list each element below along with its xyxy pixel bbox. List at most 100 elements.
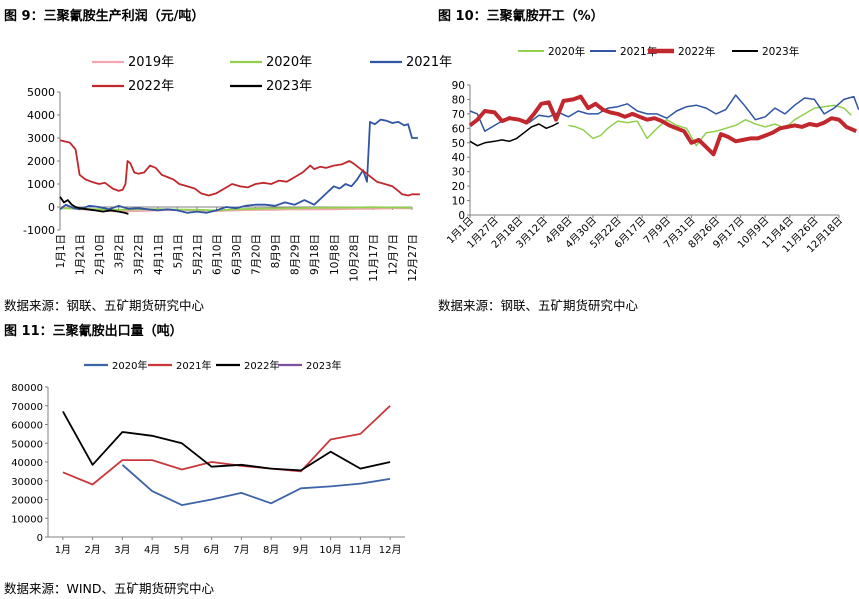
profit-x-tick-label: 1月1日 [55, 234, 67, 268]
profit-legend-label: 2021年 [406, 55, 452, 70]
profit-legend-label: 2020年 [266, 55, 312, 70]
profit-y-tick-label: 0 [48, 201, 55, 214]
rate-y-tick-label: 20 [452, 181, 465, 193]
profit-x-tick-label: 10月8日 [329, 234, 341, 275]
export-legend-item: 2022年 [216, 359, 279, 372]
export-x-tick-label: 11月 [349, 544, 372, 556]
rate-series-line-2022年 [468, 94, 858, 157]
export-series-line-2020年 [121, 464, 391, 507]
profit-x-tick-label: 5月1日 [172, 234, 184, 268]
profit-y-tick-label: -1000 [23, 224, 55, 237]
export-y-tick-label: 70000 [11, 402, 43, 413]
profit-chart: -1000 0 1000 2000 3000 4000 5000 1月1日 1月21日 2月10日… [23, 55, 452, 282]
rate-y-tick-label: 10 [452, 196, 465, 208]
profit-x-tick-label: 6月10日 [211, 234, 223, 275]
export-x-tick-label: 3月 [114, 544, 130, 556]
profit-x-tick-label: 8月9日 [270, 234, 282, 268]
rate-series-line-2023年 [469, 121, 559, 147]
export-y-tick-label: 60000 [11, 421, 43, 432]
export-x-tick-label: 4月 [144, 544, 160, 556]
export-x-tick-label: 8月 [263, 544, 279, 556]
profit-x-tick-label: 8月29日 [290, 234, 302, 275]
rate-legend-label: 2020年 [548, 45, 585, 58]
profit-y-tick-label: 3000 [27, 132, 55, 145]
export-legend-label: 2022年 [244, 359, 279, 372]
rate-legend-item: 2023年 [732, 45, 799, 58]
export-x-tick-label: 1月 [55, 544, 71, 556]
panel3-source: 数据来源：WIND、五矿期货研究中心 [4, 581, 215, 596]
profit-legend-item: 2022年 [92, 79, 174, 94]
export-volume-chart: 0 10000 20000 30000 40000 50000 60000 70000 8000… [11, 359, 405, 556]
export-legend-item: 2020年 [84, 359, 147, 372]
profit-x-tick-label: 6月30日 [231, 234, 243, 275]
profit-x-tick-label: 12月27日 [407, 234, 419, 282]
panel1-title: 图 9：三聚氰胺生产利润（元/吨） [4, 9, 205, 24]
export-legend-item: 2021年 [148, 359, 211, 372]
profit-x-tick-label: 10月28日 [348, 234, 360, 282]
export-y-tick-label: 30000 [11, 477, 43, 488]
rate-legend-item: 2022年 [648, 45, 715, 58]
rate-y-tick-label: 50 [452, 138, 465, 150]
rate-y-tick-label: 40 [452, 152, 465, 164]
profit-series-line-2022年 [59, 139, 420, 197]
profit-x-tick-label: 3月2日 [114, 234, 126, 268]
export-y-tick-label: 10000 [11, 514, 43, 525]
profit-y-tick-label: 4000 [27, 109, 55, 122]
export-y-tick-label: 40000 [11, 458, 43, 469]
panel1-source: 数据来源：钢联、五矿期货研究中心 [4, 298, 205, 313]
export-series-line-2022年 [62, 410, 391, 472]
rate-y-tick-label: 0 [458, 210, 465, 222]
profit-x-tick-label: 12月7日 [387, 234, 399, 275]
profit-legend-item: 2021年 [370, 55, 452, 70]
export-legend-label: 2023年 [306, 359, 341, 372]
profit-x-tick-label: 4月11日 [153, 234, 165, 275]
profit-y-tick-label: 1000 [27, 178, 55, 191]
export-legend-label: 2020年 [112, 359, 147, 372]
rate-series-line-2020年 [568, 104, 852, 147]
export-x-tick-label: 2月 [84, 544, 100, 556]
profit-legend-label: 2023年 [266, 79, 312, 94]
export-series-line-2021年 [62, 405, 391, 486]
rate-legend-item: 2020年 [518, 45, 585, 58]
export-legend-label: 2021年 [176, 359, 211, 372]
profit-x-tick-label: 5月21日 [192, 234, 204, 275]
rate-y-tick-label: 80 [452, 94, 465, 106]
profit-series-line-2023年 [59, 196, 129, 215]
profit-series-line-2020年 [59, 206, 413, 212]
profit-legend-item: 2020年 [230, 55, 312, 70]
export-y-tick-label: 50000 [11, 439, 43, 450]
export-x-tick-label: 7月 [233, 544, 249, 556]
panel3-title: 图 11：三聚氰胺出口量（吨） [4, 324, 183, 339]
profit-series-line-2021年 [59, 118, 418, 214]
profit-x-tick-label: 9月18日 [309, 234, 321, 275]
export-y-tick-label: 80000 [11, 383, 43, 394]
profit-legend-item: 2019年 [92, 55, 174, 70]
export-x-tick-label: 12月 [379, 544, 402, 556]
rate-y-tick-label: 70 [452, 109, 465, 121]
rate-y-tick-label: 90 [452, 80, 465, 92]
profit-x-tick-label: 2月10日 [94, 234, 106, 275]
profit-legend-label: 2022年 [128, 79, 174, 94]
panel2-title: 图 10：三聚氰胺开工（%） [438, 9, 604, 24]
profit-x-tick-label: 3月22日 [133, 234, 145, 275]
export-x-tick-label: 5月 [174, 544, 190, 556]
profit-x-tick-label: 1月21日 [75, 234, 87, 275]
export-y-tick-label: 0 [37, 533, 43, 544]
profit-legend-item: 2023年 [230, 79, 312, 94]
panel2-source: 数据来源：钢联、五矿期货研究中心 [438, 298, 639, 313]
operating-rate-chart: 01020304050607080901月1日1月27日2月18日3月12日4月… [444, 45, 859, 255]
export-y-tick-label: 20000 [11, 496, 43, 507]
export-x-tick-label: 6月 [203, 544, 219, 556]
rate-y-tick-label: 60 [452, 123, 465, 135]
profit-y-tick-label: 2000 [27, 155, 55, 168]
export-legend-item: 2023年 [278, 359, 341, 372]
profit-x-tick-label: 11月17日 [368, 234, 380, 282]
rate-legend-item: 2021年 [590, 45, 657, 58]
rate-legend-label: 2021年 [620, 45, 657, 58]
profit-legend-label: 2019年 [128, 55, 174, 70]
rate-legend-label: 2022年 [678, 45, 715, 58]
rate-legend-label: 2023年 [762, 45, 799, 58]
profit-x-tick-label: 7月20日 [251, 234, 263, 275]
profit-y-tick-label: 5000 [27, 86, 55, 99]
export-x-tick-label: 10月 [319, 544, 342, 556]
